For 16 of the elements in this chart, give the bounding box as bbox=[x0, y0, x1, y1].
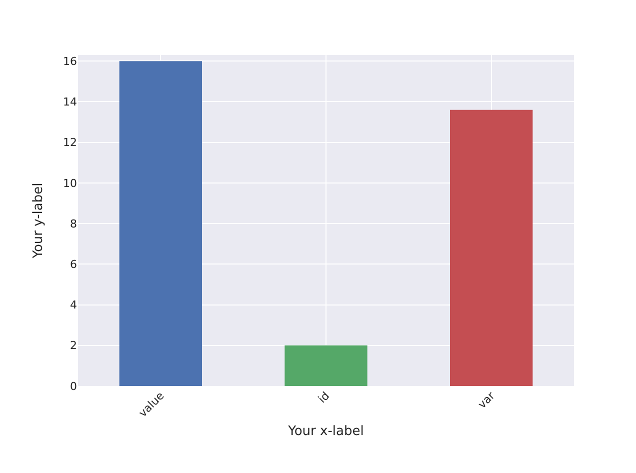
y-tick-label: 6 bbox=[70, 258, 77, 272]
bar bbox=[284, 345, 368, 386]
x-tick-label: var bbox=[476, 388, 498, 412]
y-tick-label: 12 bbox=[63, 136, 77, 150]
y-tick-label: 8 bbox=[70, 217, 77, 230]
y-axis-title: Your y-label bbox=[31, 182, 46, 260]
x-axis-title: Your x-label bbox=[287, 424, 364, 439]
y-tick-label: 16 bbox=[63, 54, 77, 68]
bar bbox=[119, 61, 202, 386]
y-tick-label: 4 bbox=[70, 298, 77, 312]
y-tick-label: 14 bbox=[63, 96, 77, 109]
x-tick-label: id bbox=[316, 389, 332, 406]
y-tick-label: 10 bbox=[63, 176, 77, 190]
y-tick-label: 0 bbox=[70, 380, 77, 393]
bar bbox=[450, 110, 533, 386]
y-tick-label: 2 bbox=[70, 339, 77, 352]
